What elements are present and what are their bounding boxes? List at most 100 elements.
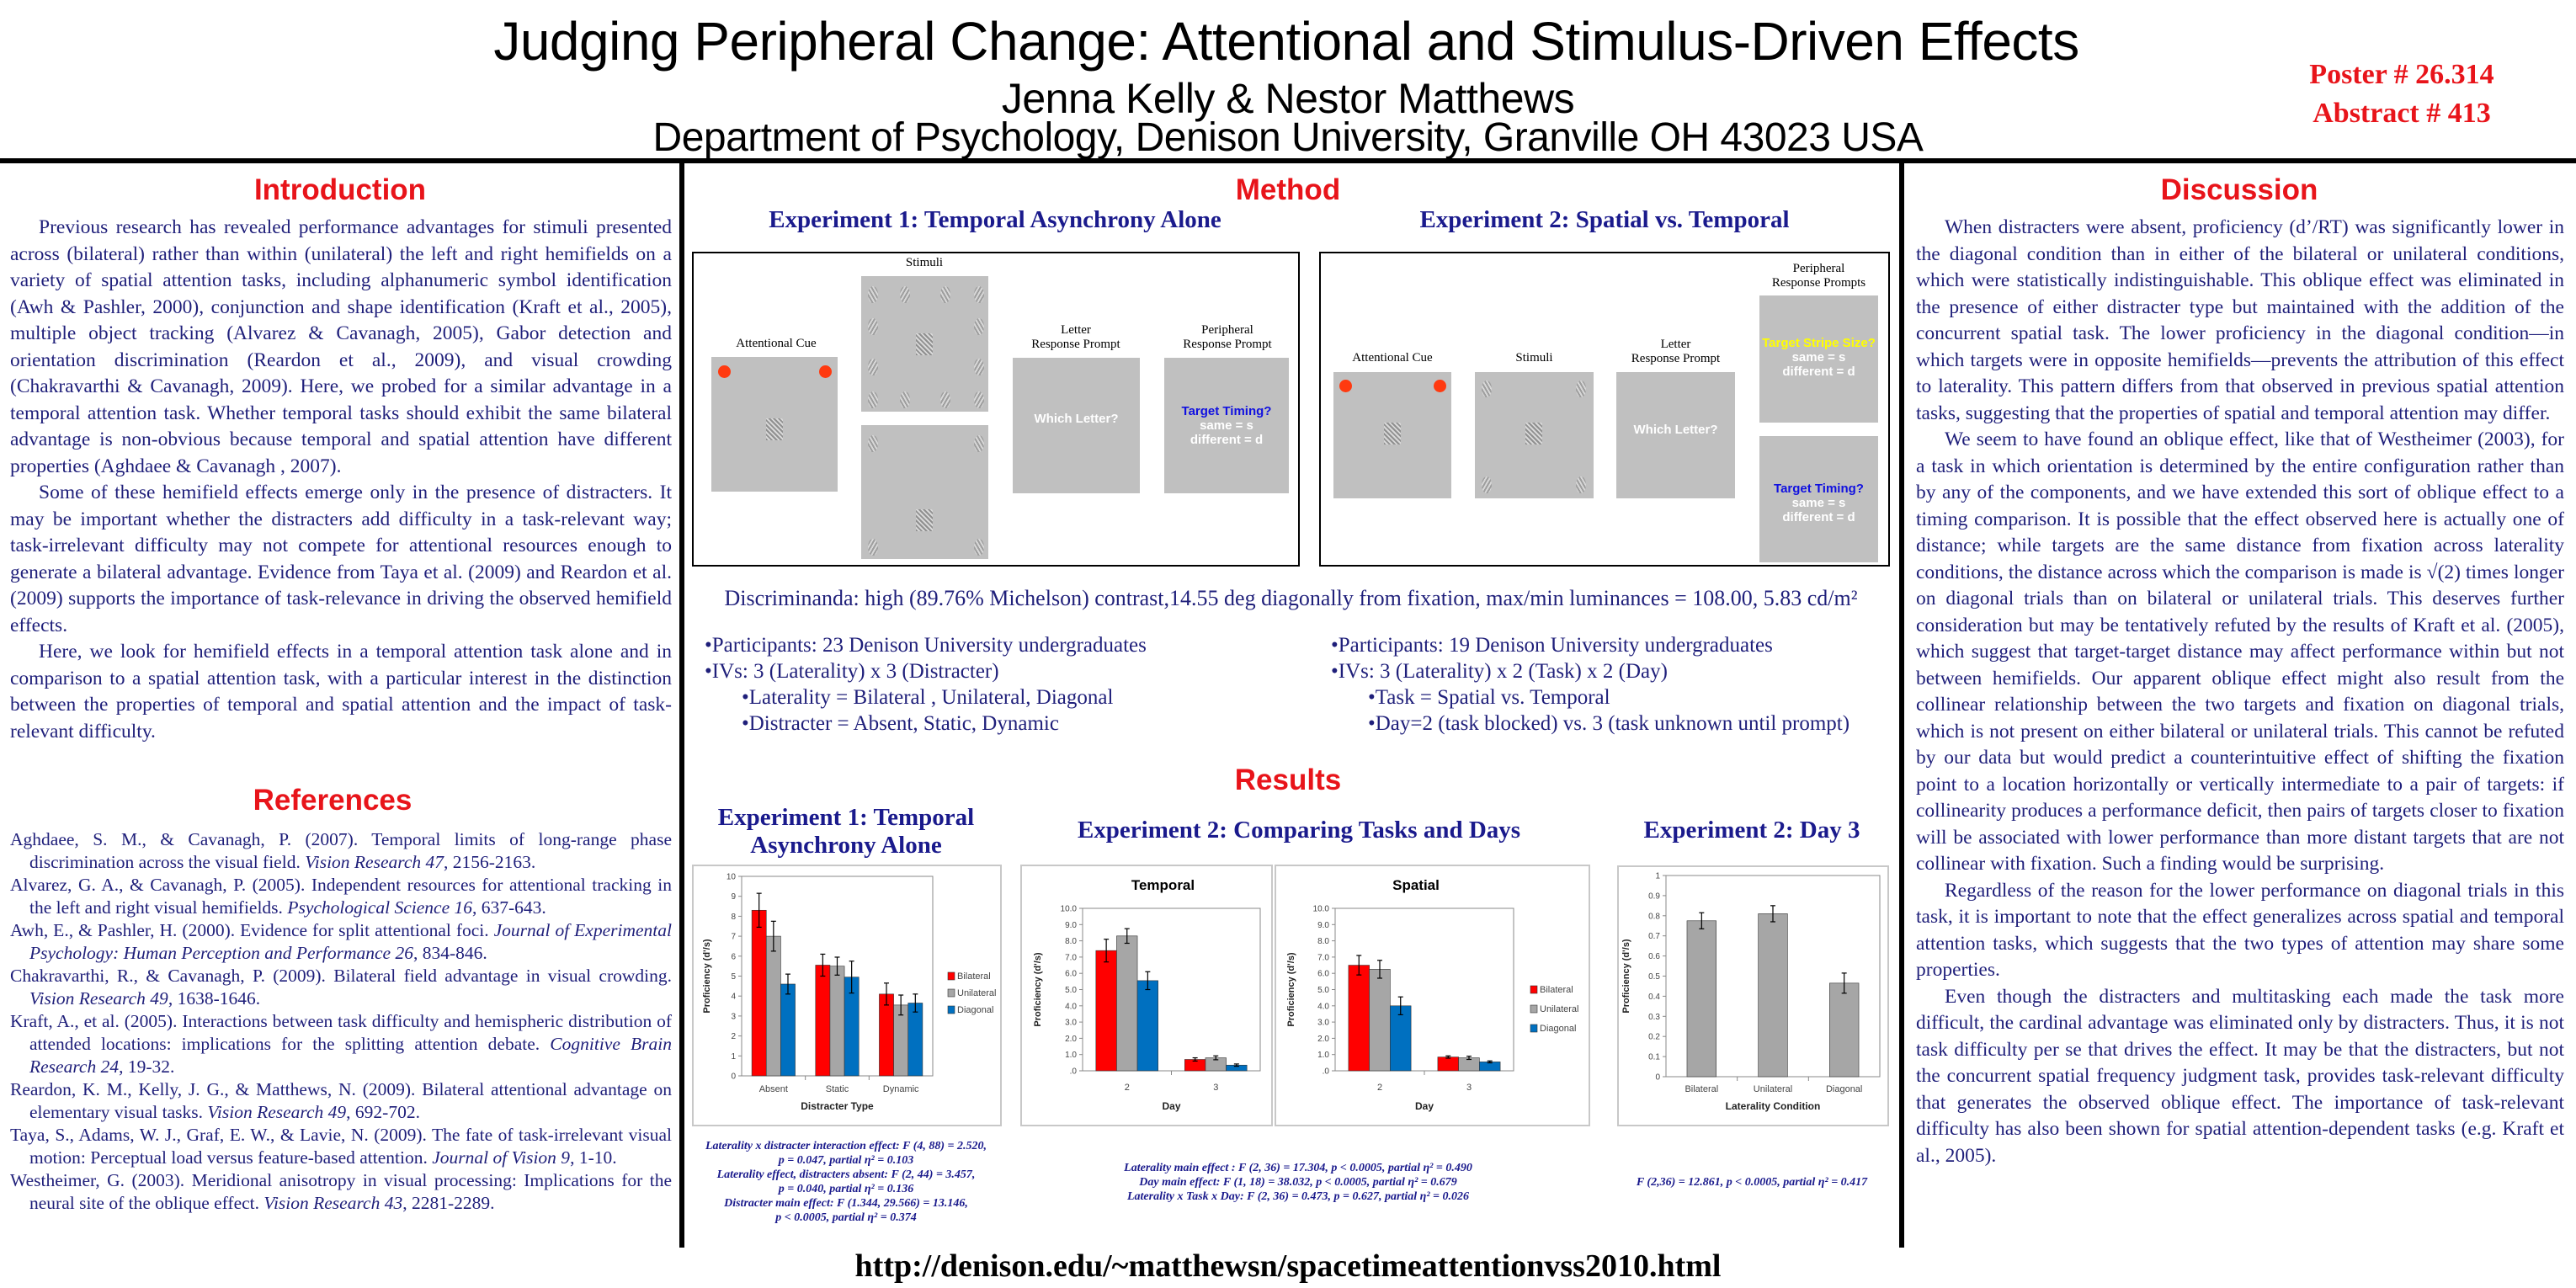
exp1-chart-box: 0 1 2 3 4 5 6 7 8 9 10 Absent Static Dynamic Distracte…	[692, 865, 1002, 1126]
y-axis-title: Proficiency (d'/s)	[1286, 952, 1296, 1027]
discussion-paragraph: We seem to have found an oblique effect,…	[1916, 428, 2564, 875]
letter-prompt-panel: Which Letter?	[1616, 372, 1735, 498]
y-tick-label: 0.4	[1648, 993, 1660, 1002]
label-line: Peripheral	[1201, 323, 1253, 337]
design-item: •Participants: 23 Denison University und…	[705, 634, 1147, 657]
reference-text: Taya, S., Adams, W. J., Graf, E. W., & L…	[10, 1125, 672, 1168]
discussion-paragraph: When distracters were absent, proficienc…	[1916, 216, 2564, 424]
prompt-option: same = s	[1791, 350, 1846, 365]
y-tick-label: 0.9	[1648, 891, 1660, 901]
stimuli-label: Stimuli	[1515, 351, 1553, 365]
timing-prompt-text: Target Timing? same = s different = d	[1164, 404, 1289, 447]
y-tick-label: 7.0	[1065, 953, 1077, 962]
discussion-text: When distracters were absent, proficienc…	[1916, 215, 2564, 1169]
x-tick-label: Absent	[759, 1084, 788, 1094]
x-tick-label: 2	[1125, 1083, 1130, 1093]
label-line: Response Prompt	[1631, 352, 1721, 365]
x-tick-label: 3	[1466, 1083, 1472, 1093]
legend-swatch	[1530, 1024, 1538, 1033]
results-heading: Results	[1234, 764, 1342, 796]
gabor-patch	[974, 359, 984, 375]
bar-unilateral-static	[829, 966, 845, 1077]
discussion-heading: Discussion	[2160, 173, 2318, 206]
discussion-paragraph: Regardless of the reason for the lower p…	[1916, 879, 2564, 982]
label-line: Response Prompt	[1183, 338, 1272, 351]
chart-title: Temporal	[1131, 877, 1195, 893]
label-line: Response Prompts	[1771, 276, 1866, 290]
legend-swatch	[947, 1005, 955, 1014]
y-tick-label: 0	[731, 1072, 736, 1082]
gabor-patch	[900, 286, 910, 303]
y-tick-label: 6.0	[1065, 970, 1077, 979]
poster-url-link[interactable]: http://denison.edu/~matthewsn/spacetimea…	[854, 1248, 1722, 1284]
reference-text: Alvarez, G. A., & Cavanagh, P. (2005). I…	[10, 875, 672, 918]
y-tick-label: 2	[731, 1032, 736, 1041]
temporal-chart-box: Temporal .0 1.0 2.0 3.0 4.0 5.0 6.0 7.0 8.0 9.0 10.…	[1020, 865, 1273, 1126]
bar-bilateral-2	[1348, 965, 1370, 1072]
y-tick-label: 0.5	[1648, 972, 1660, 982]
bar-diagonal-dynamic	[907, 1003, 923, 1077]
y-tick-label: .0	[1323, 1067, 1330, 1077]
reference-pages: , 2156-2163.	[444, 852, 536, 872]
poster-title: Judging Peripheral Change: Attentional a…	[493, 11, 2079, 72]
exp1-bar-chart: 0 1 2 3 4 5 6 7 8 9 10 Absent Static Dynamic Distracte…	[702, 873, 996, 1113]
legend-label: Unilateral	[957, 988, 996, 998]
reference-pages: , 692-702.	[346, 1102, 420, 1122]
stat-line: Laterality main effect : F (2, 36) = 17.…	[1124, 1162, 1472, 1174]
stat-line: p < 0.0005, partial η² = 0.374	[775, 1211, 917, 1224]
y-tick-label: 0.7	[1648, 932, 1660, 941]
reference-pages: , 637-643.	[472, 897, 546, 918]
reference-text: Chakravarthi, R., & Cavanagh, P. (2009).…	[10, 966, 672, 986]
bar-diagonal-absent	[780, 983, 796, 1077]
x-tick-label: Static	[826, 1084, 849, 1094]
stat-line: p = 0.047, partial η² = 0.103	[778, 1154, 914, 1167]
title-line: Asynchrony Alone	[750, 832, 942, 859]
exp2-results-title: Experiment 2: Comparing Tasks and Days	[1077, 817, 1521, 844]
introduction-heading: Introduction	[253, 173, 427, 206]
design-subitem: •Task = Spatial vs. Temporal	[1368, 686, 1610, 709]
y-tick-label: 10	[726, 873, 737, 882]
reference-text: Aghdaee, S. M., & Cavanagh, P. (2007). T…	[10, 829, 672, 872]
reference-journal: Cognitive Brain Research 24	[29, 1034, 672, 1077]
reference-item: Taya, S., Adams, W. J., Graf, E. W., & L…	[10, 1124, 672, 1169]
design-subitem: •Day=2 (task blocked) vs. 3 (task unknow…	[1368, 712, 1850, 735]
gabor-patch	[868, 286, 878, 303]
stimulus-panel-distracters	[861, 276, 988, 412]
y-tick-label: 8.0	[1317, 937, 1329, 946]
gabor-patch	[900, 391, 910, 408]
y-tick-label: 8	[731, 913, 736, 922]
design-subitem: •Laterality = Bilateral , Unilateral, Di…	[742, 686, 1114, 709]
gabor-patch	[1576, 381, 1586, 397]
x-tick-label: Bilateral	[1685, 1084, 1718, 1094]
prompt-question: Target Stripe Size?	[1762, 336, 1876, 350]
temporal-bar-chart: Temporal .0 1.0 2.0 3.0 4.0 5.0 6.0 7.0 8.0 9.0 10.…	[1033, 877, 1261, 1112]
reference-text: Awh, E., & Pashler, H. (2000). Evidence …	[10, 920, 494, 940]
stripe-prompt-panel: Target Stripe Size? same = s different =…	[1759, 295, 1878, 423]
x-tick-label: 2	[1377, 1083, 1382, 1093]
fixation-noise-patch	[1525, 423, 1542, 444]
legend-swatch	[947, 988, 955, 998]
y-tick-label: 3.0	[1065, 1019, 1077, 1028]
chart-title: Spatial	[1392, 877, 1440, 893]
day3-chart-box: 0 0.1 0.2 0.3 0.4 0.5 0.6 0.7 0.8 0.9 1 Bilateral Un…	[1617, 865, 1889, 1126]
y-axis-title: Proficiency (d'/s)	[1621, 939, 1631, 1014]
prompt-option: different = d	[1782, 510, 1855, 524]
y-tick-label: 5.0	[1317, 986, 1329, 995]
y-tick-label: 10.0	[1313, 905, 1330, 914]
exp1-method-title: Experiment 1: Temporal Asynchrony Alone	[769, 206, 1221, 233]
title-line: Experiment 1: Temporal	[717, 804, 975, 831]
y-tick-label: 0	[1655, 1073, 1660, 1083]
stat-line: Laterality x distracter interaction effe…	[705, 1140, 987, 1152]
spatial-chart-box: Spatial .0 1.0 2.0 3.0 4.0 5.0 6.0 7.0 8.0 9.0 10.0…	[1275, 865, 1590, 1126]
y-tick-label: 1.0	[1065, 1051, 1077, 1060]
cue-dot-icon	[1434, 380, 1446, 392]
day3-statistics: F (2,36) = 12.861, p < 0.0005, partial η…	[1636, 1176, 1868, 1189]
legend-swatch	[1530, 985, 1538, 994]
y-tick-label: 6.0	[1317, 970, 1329, 979]
legend-label: Diagonal	[1540, 1024, 1576, 1034]
y-tick-label: 9	[731, 892, 736, 902]
design-subitem: •Distracter = Absent, Static, Dynamic	[742, 712, 1059, 735]
y-tick-label: 4	[731, 993, 736, 1002]
x-tick-label: Diagonal	[1826, 1084, 1862, 1094]
y-tick-label: 0.2	[1648, 1033, 1660, 1042]
